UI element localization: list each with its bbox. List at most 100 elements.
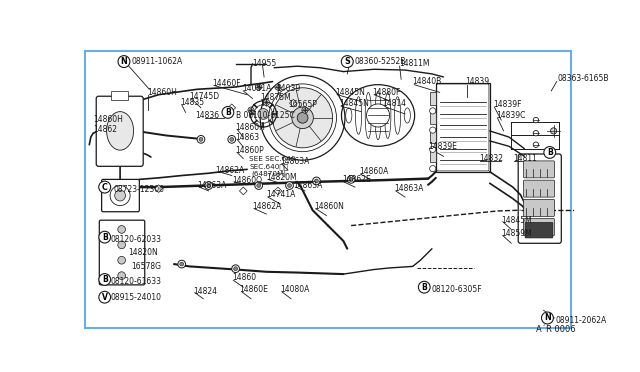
Text: 14820M: 14820M — [266, 173, 297, 182]
Circle shape — [250, 109, 253, 112]
Text: 14051A: 14051A — [242, 84, 271, 93]
Text: 08120-62033: 08120-62033 — [111, 235, 162, 244]
Circle shape — [255, 182, 262, 189]
Circle shape — [533, 142, 539, 147]
Text: 14860H: 14860H — [93, 115, 123, 124]
FancyBboxPatch shape — [524, 180, 554, 197]
Circle shape — [118, 225, 125, 233]
Text: 14080A: 14080A — [280, 285, 310, 294]
Polygon shape — [155, 185, 163, 192]
Text: 08360-5252B: 08360-5252B — [355, 57, 406, 66]
Text: C: C — [102, 183, 108, 192]
Text: 14745D: 14745D — [189, 92, 220, 101]
Circle shape — [118, 272, 125, 279]
Text: 14814: 14814 — [382, 99, 406, 108]
Text: 14862E: 14862E — [342, 175, 371, 184]
Circle shape — [297, 112, 308, 123]
Text: 14839E: 14839E — [428, 142, 457, 151]
Circle shape — [349, 177, 353, 181]
Text: 14845N: 14845N — [340, 99, 369, 108]
Text: 14811: 14811 — [513, 154, 537, 163]
Circle shape — [255, 84, 262, 90]
Circle shape — [550, 128, 557, 134]
Text: SEC.640参照: SEC.640参照 — [250, 163, 289, 170]
Circle shape — [533, 131, 539, 136]
Text: 14860H: 14860H — [147, 88, 177, 97]
Text: 14836: 14836 — [196, 111, 220, 120]
Circle shape — [234, 267, 237, 271]
Text: 14862A: 14862A — [216, 166, 245, 174]
Text: 14039: 14039 — [276, 84, 301, 93]
Text: 14863A: 14863A — [293, 181, 323, 190]
Text: 08120-61633: 08120-61633 — [111, 277, 162, 286]
Circle shape — [205, 182, 212, 189]
Circle shape — [257, 86, 260, 89]
Text: B 08110-6125C: B 08110-6125C — [236, 111, 294, 120]
FancyBboxPatch shape — [525, 222, 553, 238]
Circle shape — [180, 262, 184, 266]
Text: 14840B: 14840B — [413, 77, 442, 86]
Circle shape — [197, 135, 205, 143]
Text: 14860Q: 14860Q — [232, 176, 262, 185]
Circle shape — [314, 179, 318, 183]
Text: B: B — [225, 108, 231, 117]
Circle shape — [232, 265, 239, 273]
Circle shape — [118, 241, 125, 249]
Circle shape — [207, 184, 211, 187]
Circle shape — [285, 182, 293, 189]
Polygon shape — [289, 99, 297, 107]
Text: 08911-1062A: 08911-1062A — [132, 57, 183, 66]
Text: 08363-6165B: 08363-6165B — [557, 74, 609, 83]
Text: 14860H: 14860H — [236, 122, 266, 132]
Circle shape — [273, 88, 333, 148]
Text: V: V — [102, 293, 108, 302]
Text: 14860P: 14860P — [236, 145, 264, 155]
Ellipse shape — [107, 112, 134, 150]
Text: N: N — [544, 314, 551, 323]
Text: 14875M: 14875M — [260, 93, 291, 102]
Circle shape — [258, 109, 269, 119]
Circle shape — [533, 118, 539, 123]
Text: 14859M: 14859M — [501, 229, 532, 238]
Circle shape — [276, 86, 280, 89]
Text: 16578G: 16578G — [132, 262, 162, 271]
FancyBboxPatch shape — [524, 219, 554, 235]
Text: (64870M): (64870M) — [251, 171, 286, 177]
Bar — [111, 91, 128, 100]
Text: 14741A: 14741A — [266, 190, 296, 199]
Circle shape — [292, 107, 314, 129]
Text: 14835: 14835 — [180, 98, 204, 107]
Circle shape — [348, 176, 355, 183]
Bar — [429, 131, 436, 143]
Circle shape — [199, 137, 203, 141]
Circle shape — [287, 184, 291, 187]
Text: SEE SEC.640: SEE SEC.640 — [250, 155, 296, 161]
Polygon shape — [228, 104, 236, 112]
Text: 14811M: 14811M — [399, 59, 429, 68]
Circle shape — [275, 84, 281, 90]
Text: B: B — [102, 232, 108, 242]
Text: 14845N: 14845N — [336, 88, 365, 97]
Circle shape — [263, 99, 269, 106]
FancyBboxPatch shape — [524, 161, 554, 178]
Circle shape — [429, 146, 436, 153]
Circle shape — [312, 177, 320, 185]
Circle shape — [367, 104, 390, 127]
Bar — [436, 83, 490, 172]
Text: 14863: 14863 — [236, 132, 260, 141]
FancyBboxPatch shape — [102, 179, 140, 212]
Text: 14839F: 14839F — [493, 100, 521, 109]
Circle shape — [302, 107, 308, 113]
Bar — [429, 92, 436, 105]
Polygon shape — [274, 187, 282, 195]
Bar — [429, 112, 436, 124]
FancyBboxPatch shape — [96, 96, 143, 166]
Text: 08915-24010: 08915-24010 — [111, 293, 162, 302]
Circle shape — [429, 127, 436, 133]
Text: 14832: 14832 — [479, 154, 503, 163]
Text: 08911-2062A: 08911-2062A — [555, 316, 607, 325]
Bar — [429, 150, 436, 163]
Text: B: B — [421, 283, 427, 292]
Circle shape — [429, 108, 436, 114]
Circle shape — [429, 166, 436, 172]
